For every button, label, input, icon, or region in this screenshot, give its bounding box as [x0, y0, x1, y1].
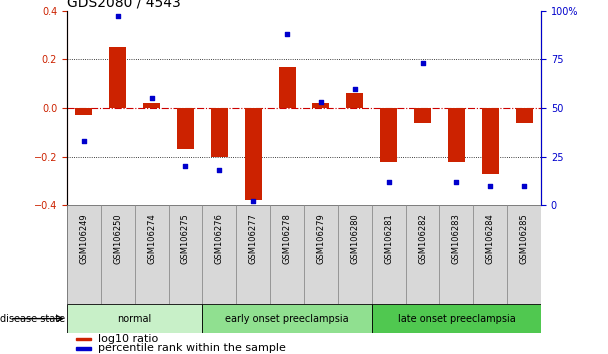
Bar [67, 304, 202, 333]
Bar [237, 205, 270, 304]
Bar [211, 108, 228, 156]
Bar [143, 103, 160, 108]
Text: GSM106282: GSM106282 [418, 213, 427, 264]
Text: GSM106280: GSM106280 [350, 213, 359, 264]
Bar [202, 205, 237, 304]
Text: GSM106285: GSM106285 [520, 213, 529, 264]
Point [147, 95, 156, 101]
Bar [414, 108, 431, 122]
Bar [202, 304, 371, 333]
Point [181, 164, 190, 169]
Text: GSM106278: GSM106278 [283, 213, 292, 264]
Text: GSM106277: GSM106277 [249, 213, 258, 264]
Text: GSM106279: GSM106279 [316, 213, 325, 264]
Text: GSM106250: GSM106250 [113, 213, 122, 264]
Bar [168, 205, 202, 304]
Text: late onset preeclampsia: late onset preeclampsia [398, 314, 516, 324]
Bar [482, 108, 499, 174]
Point [384, 179, 393, 185]
Bar [134, 205, 168, 304]
Bar [474, 205, 507, 304]
Bar [440, 205, 474, 304]
Bar [77, 347, 91, 350]
Text: GSM106276: GSM106276 [215, 213, 224, 264]
Point [113, 13, 123, 19]
Bar [313, 103, 330, 108]
Bar [304, 205, 338, 304]
Text: GDS2080 / 4543: GDS2080 / 4543 [67, 0, 181, 10]
Text: log10 ratio: log10 ratio [98, 334, 158, 344]
Bar [270, 205, 304, 304]
Point [485, 183, 495, 189]
Point [79, 138, 89, 144]
Bar [67, 205, 101, 304]
Text: GSM106249: GSM106249 [79, 213, 88, 264]
Point [519, 183, 529, 189]
Bar [448, 108, 465, 161]
Text: GSM106284: GSM106284 [486, 213, 495, 264]
Bar [177, 108, 194, 149]
Point [350, 86, 360, 91]
Text: GSM106281: GSM106281 [384, 213, 393, 264]
Text: GSM106275: GSM106275 [181, 213, 190, 264]
Text: GSM106283: GSM106283 [452, 213, 461, 264]
Text: percentile rank within the sample: percentile rank within the sample [98, 343, 286, 353]
Point [215, 167, 224, 173]
Bar [507, 205, 541, 304]
Point [452, 179, 461, 185]
Point [316, 99, 326, 105]
Bar [278, 67, 295, 108]
Bar [109, 47, 126, 108]
Point [418, 61, 427, 66]
Bar [77, 338, 91, 340]
Text: normal: normal [117, 314, 152, 324]
Bar [406, 205, 440, 304]
Text: GSM106274: GSM106274 [147, 213, 156, 264]
Bar [244, 108, 261, 200]
Point [248, 199, 258, 204]
Bar [338, 205, 371, 304]
Bar [371, 304, 541, 333]
Point [282, 31, 292, 37]
Text: disease state: disease state [0, 314, 65, 324]
Text: early onset preeclampsia: early onset preeclampsia [225, 314, 349, 324]
Bar [347, 93, 364, 108]
Bar [380, 108, 397, 161]
Bar [516, 108, 533, 122]
Bar [101, 205, 134, 304]
Bar [75, 108, 92, 115]
Bar [371, 205, 406, 304]
